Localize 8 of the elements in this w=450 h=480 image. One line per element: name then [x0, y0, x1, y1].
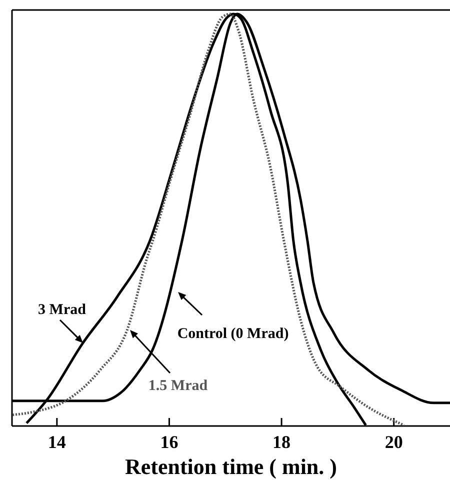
x-tick-label: 18: [272, 432, 291, 452]
x-tick-label: 14: [48, 432, 66, 452]
series-label: 3 Mrad: [38, 302, 87, 318]
legend-label: Control (0 Mrad): [177, 326, 289, 342]
x-tick-label: 20: [384, 432, 403, 452]
x-axis-title: Retention time ( min. ): [124, 454, 338, 479]
text: 1.5 Mrad: [148, 378, 208, 394]
x-tick-label: 16: [160, 432, 178, 452]
